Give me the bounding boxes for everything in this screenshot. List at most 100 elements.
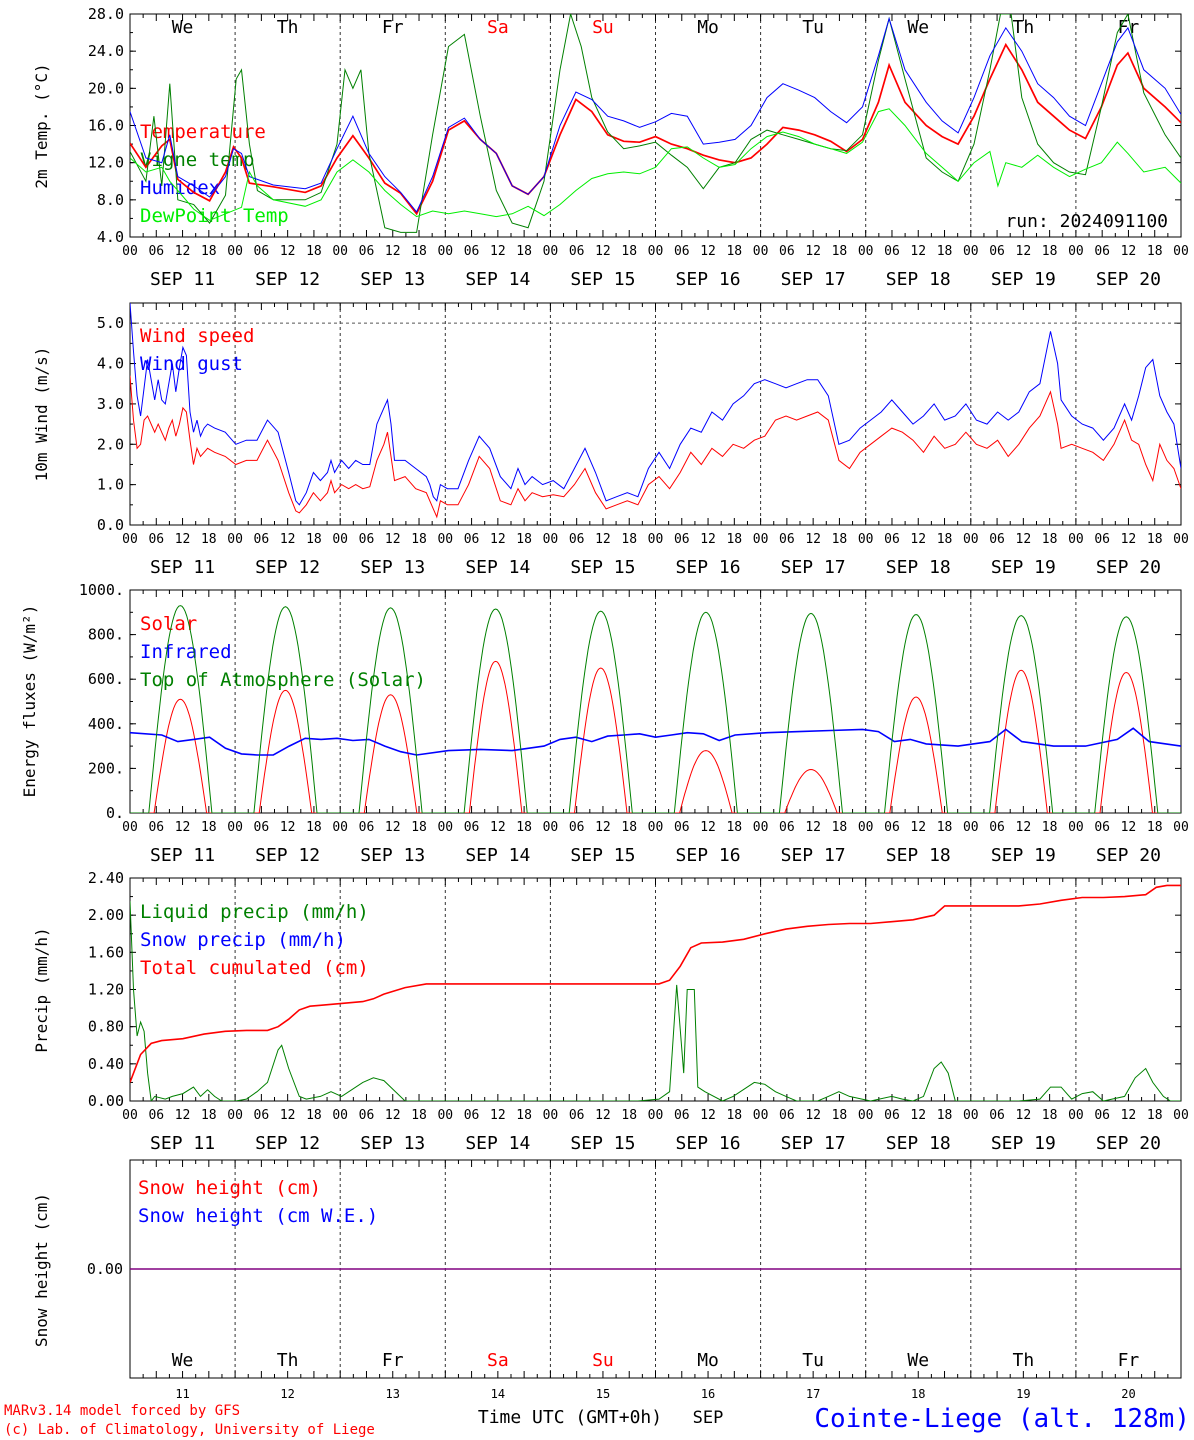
legend-entry: DewPoint Temp xyxy=(140,205,289,227)
day-number: 15 xyxy=(596,1387,610,1401)
hour-label: 12 xyxy=(385,1108,401,1123)
hour-label: 12 xyxy=(1121,1108,1137,1123)
hour-label: 18 xyxy=(1147,244,1163,259)
lab-credit: (c) Lab. of Climatology, University of L… xyxy=(4,1422,375,1438)
hour-label: 18 xyxy=(411,244,427,259)
hour-label: 12 xyxy=(280,1108,296,1123)
y-tick-label: 28.0 xyxy=(88,5,124,23)
hour-label: 18 xyxy=(1042,820,1058,835)
date-label: SEP 12 xyxy=(255,269,320,290)
hour-label: 06 xyxy=(254,244,270,259)
y-tick-label: 2.0 xyxy=(97,435,124,453)
day-number: 19 xyxy=(1016,1387,1030,1401)
hour-label: 06 xyxy=(254,532,270,547)
legend-entry: Top of Atmosphere (Solar) xyxy=(140,669,426,691)
weekday-label: Mo xyxy=(697,17,719,38)
legend-entry: Humidex xyxy=(140,177,220,199)
hour-label: 00 xyxy=(122,244,138,259)
hour-label: 00 xyxy=(437,820,453,835)
hour-label: 18 xyxy=(832,1108,848,1123)
model-credit: MARv3.14 model forced by GFS xyxy=(4,1403,240,1419)
series-line xyxy=(130,108,1181,221)
hour-label: 06 xyxy=(989,820,1005,835)
hour-label: 06 xyxy=(884,820,900,835)
date-label: SEP 19 xyxy=(991,557,1056,578)
hour-label: 12 xyxy=(1016,244,1032,259)
date-label: SEP 19 xyxy=(991,269,1056,290)
series-line xyxy=(130,884,1181,1083)
hour-label: 18 xyxy=(621,244,637,259)
hour-label: 00 xyxy=(753,532,769,547)
date-label: SEP 12 xyxy=(255,1133,320,1154)
y-tick-label: 0.40 xyxy=(88,1055,124,1073)
hour-label: 06 xyxy=(359,1108,375,1123)
hour-label: 06 xyxy=(569,1108,585,1123)
hour-label: 06 xyxy=(779,820,795,835)
hour-label: 12 xyxy=(280,244,296,259)
date-label: SEP 16 xyxy=(676,269,741,290)
weekday-label: We xyxy=(907,1350,929,1371)
weekday-label: Th xyxy=(277,17,299,38)
date-label: SEP 11 xyxy=(150,845,215,866)
hour-label: 18 xyxy=(201,244,217,259)
hour-label: 12 xyxy=(175,820,191,835)
hour-label: 06 xyxy=(359,820,375,835)
hour-label: 12 xyxy=(910,532,926,547)
date-label: SEP 17 xyxy=(781,1133,846,1154)
hour-label: 12 xyxy=(1121,244,1137,259)
hour-label: 12 xyxy=(595,1108,611,1123)
y-tick-label: 4.0 xyxy=(97,355,124,373)
hour-label: 00 xyxy=(648,532,664,547)
y-tick-label: 3.0 xyxy=(97,395,124,413)
hour-label: 06 xyxy=(674,820,690,835)
date-label: SEP 15 xyxy=(570,845,635,866)
hour-label: 18 xyxy=(726,820,742,835)
hour-label: 00 xyxy=(227,820,243,835)
hour-label: 00 xyxy=(1173,244,1189,259)
hour-label: 18 xyxy=(516,1108,532,1123)
plot-frame xyxy=(129,13,1182,238)
hour-label: 06 xyxy=(779,244,795,259)
date-label: SEP 16 xyxy=(676,1133,741,1154)
hour-label: 18 xyxy=(726,244,742,259)
legend-entry: Snow height (cm) xyxy=(138,1177,321,1199)
hour-label: 18 xyxy=(411,532,427,547)
y-tick-label: 8.0 xyxy=(97,191,124,209)
station-name: Cointe-Liege (alt. 128m) xyxy=(814,1404,1190,1434)
y-tick-label: 1000. xyxy=(79,581,124,599)
legend-entry: Liquid precip (mm/h) xyxy=(140,901,369,923)
hour-label: 06 xyxy=(148,532,164,547)
date-label: SEP 18 xyxy=(886,557,951,578)
legend-entry: Vigne temp xyxy=(140,149,254,171)
hour-label: 18 xyxy=(832,532,848,547)
hour-label: 18 xyxy=(832,820,848,835)
series-line xyxy=(130,727,1181,756)
date-label: SEP 17 xyxy=(781,845,846,866)
hour-label: 06 xyxy=(1094,1108,1110,1123)
date-label: SEP 13 xyxy=(360,557,425,578)
day-number: 14 xyxy=(491,1387,505,1401)
date-label: SEP 15 xyxy=(570,557,635,578)
weekday-label: Th xyxy=(277,1350,299,1371)
y-tick-label: 0.80 xyxy=(88,1018,124,1036)
date-label: SEP 14 xyxy=(465,557,530,578)
hour-label: 06 xyxy=(674,244,690,259)
date-label: SEP 16 xyxy=(676,845,741,866)
hour-label: 06 xyxy=(569,532,585,547)
date-label: SEP 19 xyxy=(991,845,1056,866)
date-label: SEP 18 xyxy=(886,845,951,866)
hour-label: 06 xyxy=(1094,532,1110,547)
hour-label: 12 xyxy=(700,244,716,259)
hour-label: 12 xyxy=(700,532,716,547)
y-tick-label: 600. xyxy=(88,670,124,688)
series-line xyxy=(130,303,1181,506)
hour-label: 06 xyxy=(464,820,480,835)
hour-label: 12 xyxy=(805,820,821,835)
y-tick-label: 1.20 xyxy=(88,981,124,999)
hour-label: 18 xyxy=(516,820,532,835)
hour-label: 06 xyxy=(148,1108,164,1123)
series-line xyxy=(130,16,1181,213)
hour-label: 12 xyxy=(595,532,611,547)
y-tick-label: 24.0 xyxy=(88,42,124,60)
